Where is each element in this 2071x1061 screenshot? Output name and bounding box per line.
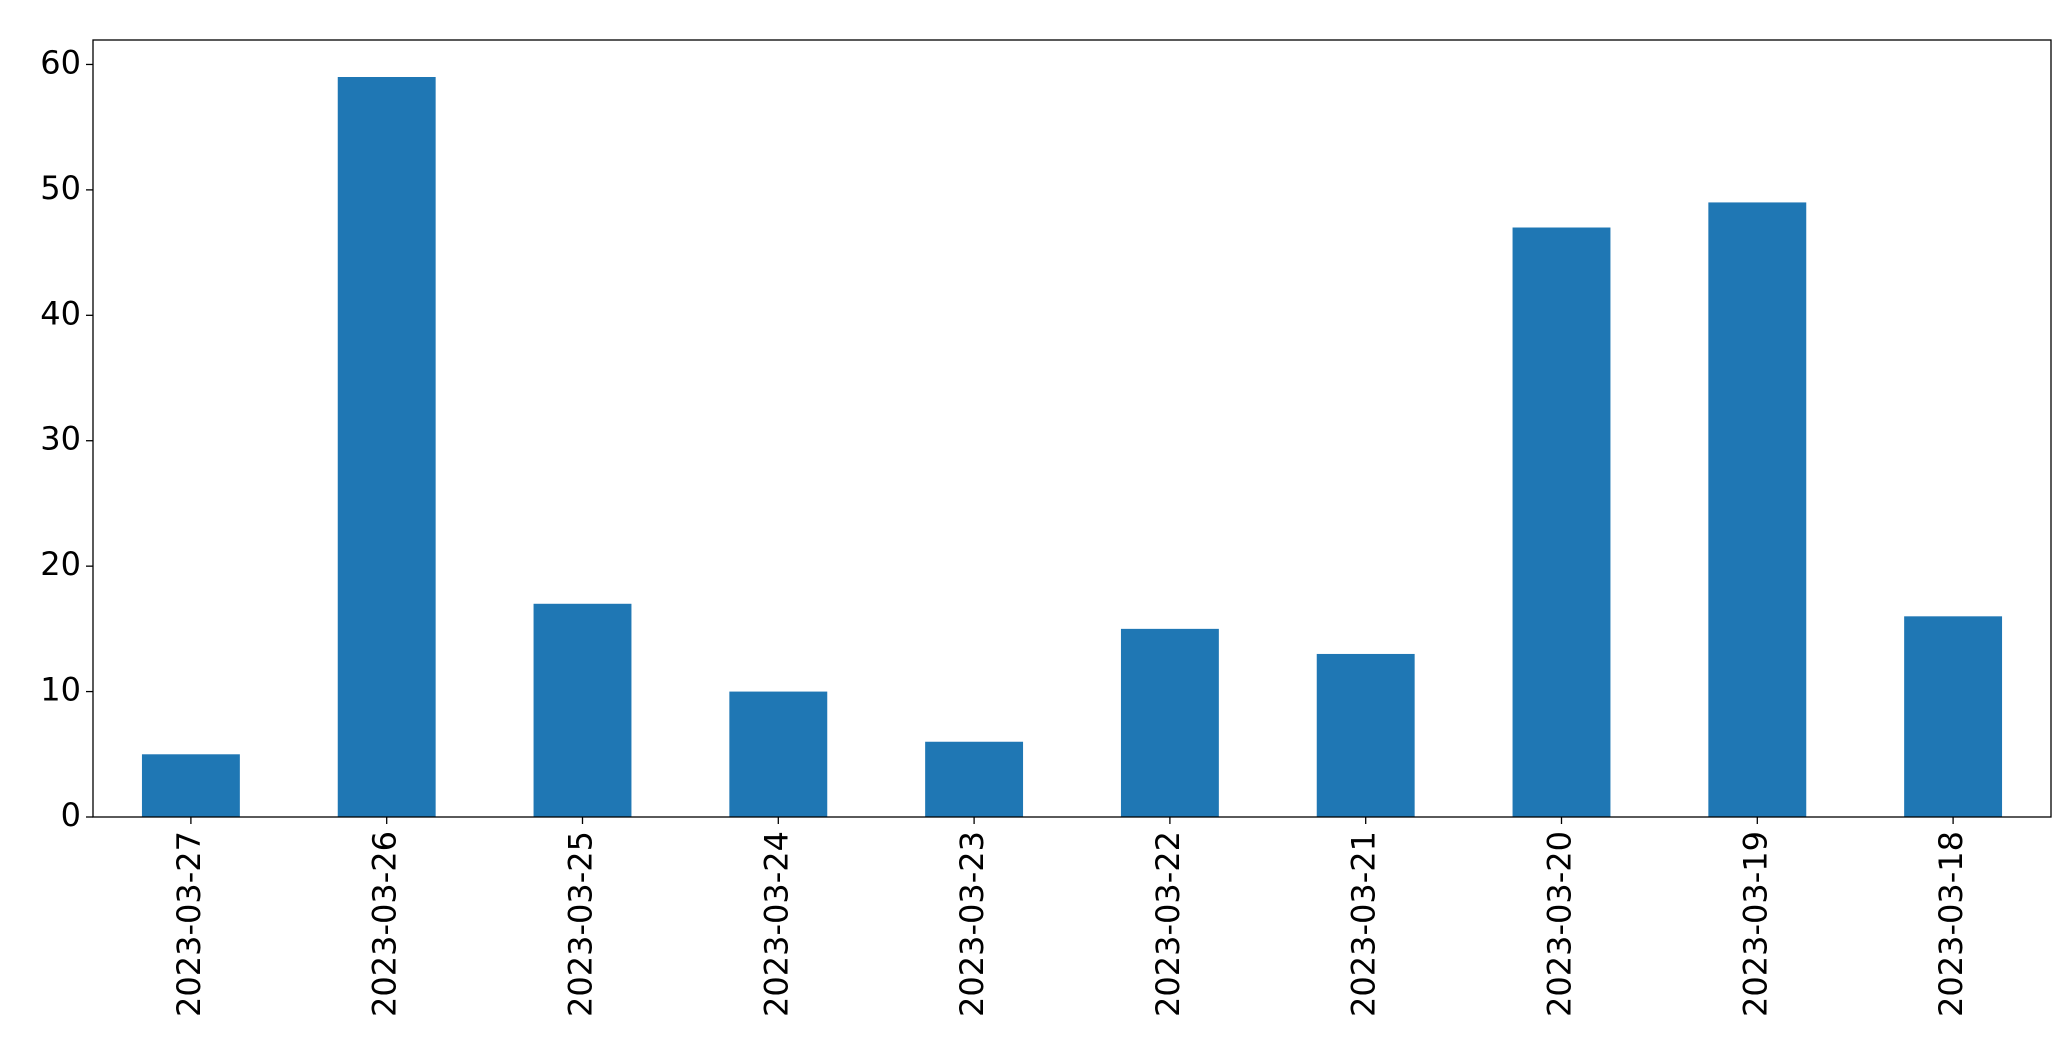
x-tick-label: 2023-03-20 — [1541, 831, 1579, 1017]
x-tick-label: 2023-03-23 — [953, 831, 991, 1017]
bar — [337, 77, 436, 817]
bar — [1316, 653, 1415, 817]
x-tick-label: 2023-03-27 — [170, 831, 208, 1017]
x-tick-label: 2023-03-18 — [1932, 831, 1970, 1017]
x-tick-label: 2023-03-22 — [1149, 831, 1187, 1017]
y-tick-label: 30 — [40, 420, 81, 458]
x-tick-label: 2023-03-25 — [562, 831, 600, 1017]
y-tick-label: 40 — [40, 294, 81, 332]
y-tick-label: 0 — [61, 796, 81, 834]
y-tick-label: 20 — [40, 545, 81, 583]
x-tick-label: 2023-03-26 — [366, 831, 404, 1017]
x-tick-label: 2023-03-21 — [1345, 831, 1383, 1017]
y-tick-label: 10 — [40, 671, 81, 709]
bar — [533, 603, 632, 817]
bar — [1904, 616, 2003, 817]
bar — [1120, 628, 1219, 817]
bar — [1512, 227, 1611, 817]
plot-frame — [92, 39, 2052, 818]
y-tick-label: 60 — [40, 43, 81, 81]
bar — [925, 741, 1024, 817]
bar — [141, 754, 240, 817]
x-tick-label: 2023-03-24 — [757, 831, 795, 1017]
x-tick-label: 2023-03-19 — [1736, 831, 1774, 1017]
bar — [729, 691, 828, 817]
y-tick-label: 50 — [40, 169, 81, 207]
bar — [1708, 202, 1807, 818]
